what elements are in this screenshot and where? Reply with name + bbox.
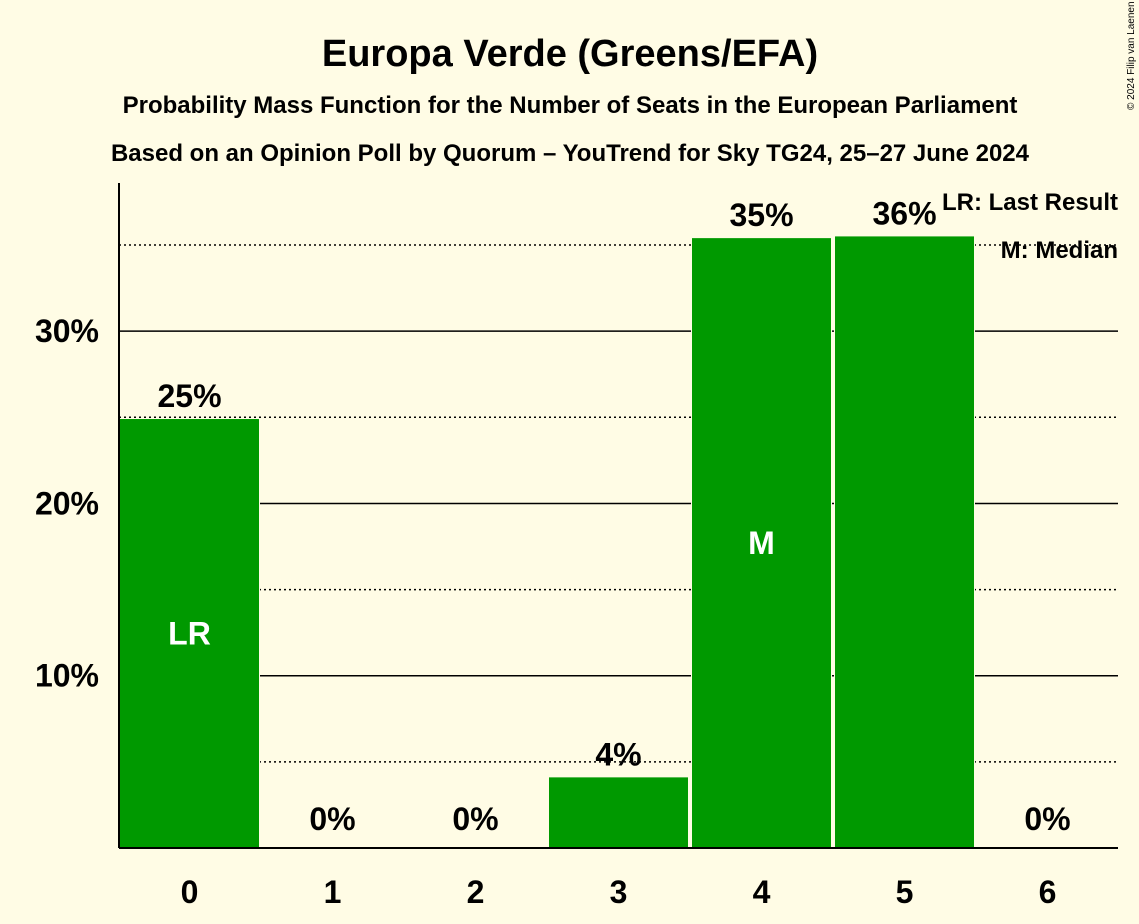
bars	[119, 235, 975, 849]
x-tick-label: 3	[610, 874, 628, 910]
chart-title: Europa Verde (Greens/EFA)	[322, 33, 818, 75]
y-tick-labels: 10% 20% 30%	[35, 313, 99, 694]
bar-seats-0	[120, 419, 259, 848]
y-tick-label: 30%	[35, 313, 99, 349]
x-tick-label: 1	[324, 874, 342, 910]
value-label-4: 35%	[729, 197, 793, 233]
copyright-text: © 2024 Filip van Laenen	[1126, 1, 1137, 110]
bar-inner-label-LR: LR	[168, 616, 211, 652]
y-tick-label: 10%	[35, 658, 99, 694]
value-label-6: 0%	[1024, 801, 1070, 837]
legend-median: M: Median	[1001, 237, 1118, 264]
x-tick-label: 2	[467, 874, 485, 910]
legend-last-result: LR: Last Result	[942, 189, 1118, 216]
x-tick-label: 6	[1039, 874, 1057, 910]
value-label-5: 36%	[872, 195, 936, 231]
chart-subtitle-poll: Based on an Opinion Poll by Quorum – You…	[111, 140, 1030, 167]
value-label-3: 4%	[595, 736, 641, 772]
y-tick-label: 20%	[35, 485, 99, 521]
x-tick-labels: 0 1 2 3 4 5 6	[181, 874, 1057, 910]
x-tick-label: 0	[181, 874, 199, 910]
bar-seats-4	[692, 238, 831, 849]
value-labels: 25% LR 0% 0% 4% 35% M 36% 0%	[157, 195, 1070, 837]
value-label-0: 25%	[157, 378, 221, 414]
bar-seats-3	[549, 777, 688, 848]
value-label-1: 0%	[309, 801, 355, 837]
value-label-2: 0%	[452, 801, 498, 837]
chart-subtitle: Probability Mass Function for the Number…	[123, 92, 1018, 119]
bar-inner-label-M: M	[748, 525, 775, 561]
bar-seats-5	[835, 236, 974, 848]
x-tick-label: 4	[753, 874, 771, 910]
x-tick-label: 5	[896, 874, 914, 910]
